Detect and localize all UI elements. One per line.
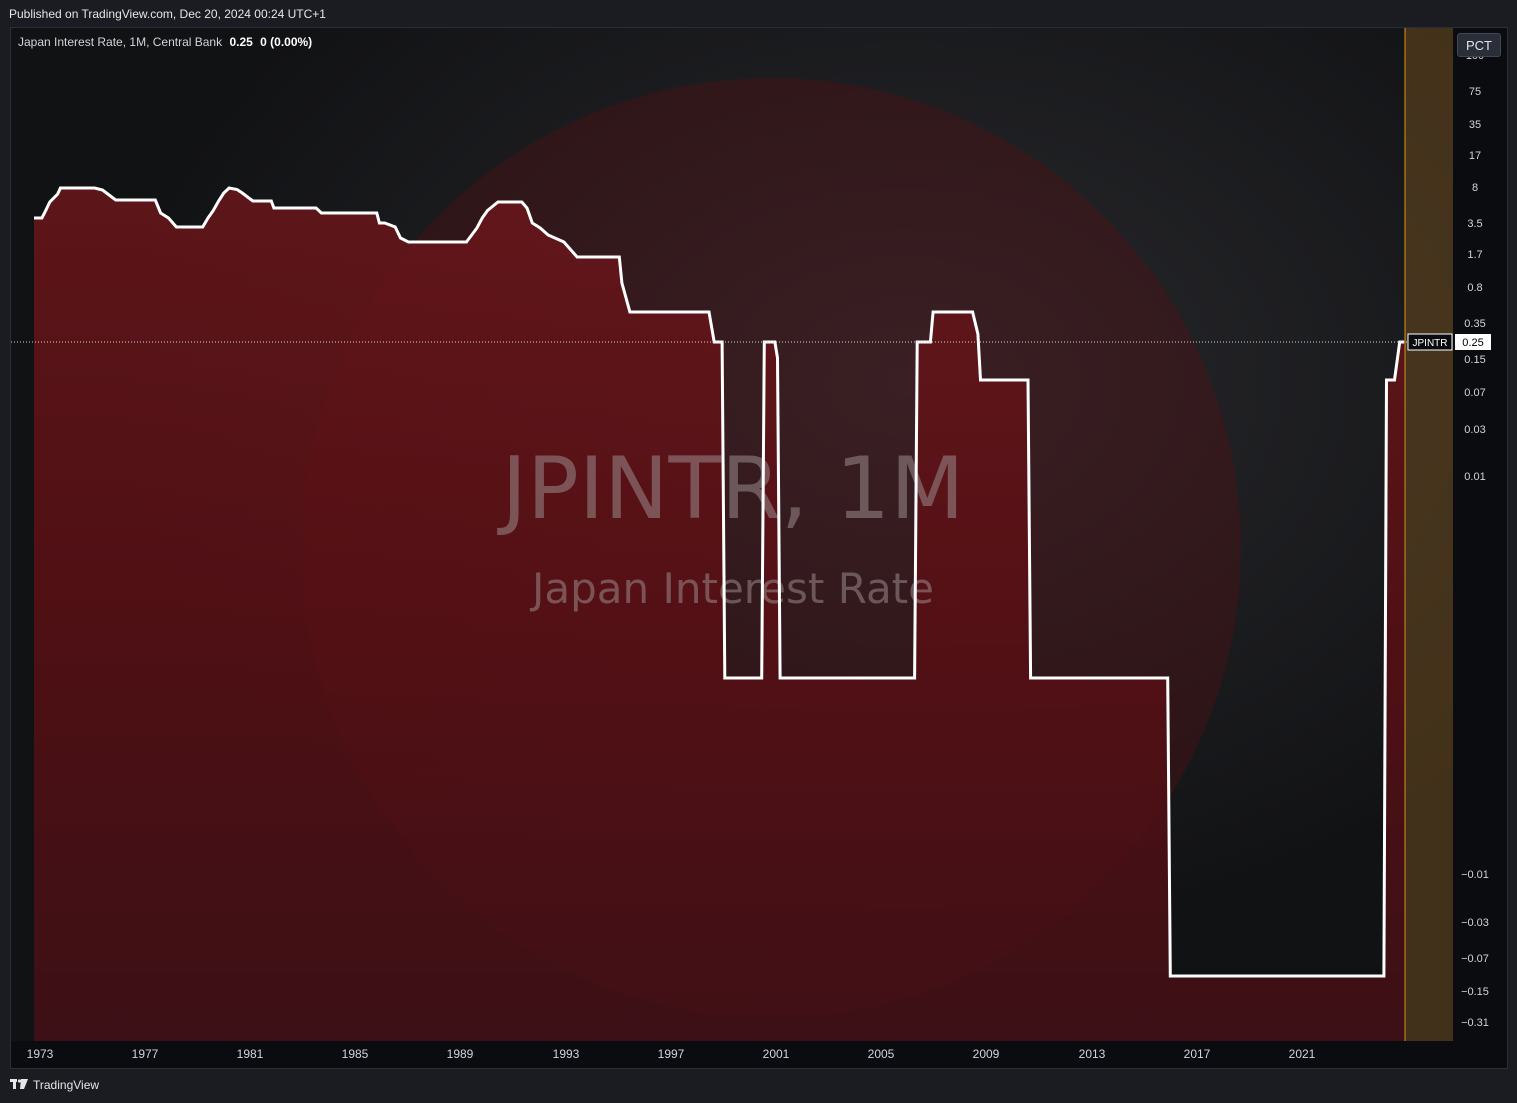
y-tick-label: 0.03 [1464,424,1485,436]
x-tick-label: 1985 [342,1047,369,1061]
x-tick-label: 1993 [553,1047,580,1061]
watermark-symbol: JPINTR, 1M [497,439,965,539]
y-tick-label: −0.31 [1461,1017,1489,1029]
series-line [34,186,1405,978]
price-tag-symbol: JPINTR [1413,338,1448,349]
price-tag-symbol-box [1407,333,1453,351]
tradingview-logo-icon [10,1078,28,1092]
x-tick-label: 2009 [973,1047,1000,1061]
chart-svg[interactable]: JPINTR, 1M Japan Interest Rate 100753517… [11,28,1507,1068]
y-tick-label: −0.03 [1461,917,1489,929]
y-tick-label: 75 [1469,86,1481,98]
legend-change: 0 (0.00%) [260,35,313,49]
price-tag-value: 0.25 [1462,337,1483,349]
x-tick-label: 1997 [658,1047,685,1061]
y-tick-label: 35 [1469,119,1481,131]
x-tick-label: 1977 [132,1047,159,1061]
time-axis-bg [11,1041,1507,1068]
series-area-fill [34,188,1405,1041]
x-tick-label: 2005 [868,1047,895,1061]
y-tick-label: −0.07 [1461,953,1489,965]
y-tick-label: −0.01 [1461,869,1489,881]
legend-symbol: Japan Interest Rate, 1M, Central Bank [18,35,223,49]
watermark-title: Japan Interest Rate [529,564,934,613]
y-tick-label: 1.7 [1467,249,1482,261]
x-tick-label: 2017 [1184,1047,1211,1061]
x-tick-label: 2013 [1079,1047,1106,1061]
footer-brand: TradingView [33,1078,100,1092]
x-tick-label: 1981 [237,1047,264,1061]
y-tick-label: 17 [1469,150,1481,162]
chart-legend: Japan Interest Rate, 1M, Central Bank 0.… [18,35,312,49]
x-tick-label: 1989 [447,1047,474,1061]
highlight-band [1405,28,1453,1041]
y-tick-label: 0.01 [1464,471,1485,483]
chart-frame[interactable]: JPINTR, 1M Japan Interest Rate 100753517… [10,27,1508,1069]
y-tick-label: 0.15 [1464,354,1485,366]
x-tick-label: 2001 [763,1047,790,1061]
price-axis-bg [1453,28,1507,1041]
footer: TradingView [10,1078,99,1092]
x-tick-label: 1973 [27,1047,54,1061]
legend-value: 0.25 [229,35,253,49]
y-tick-label: 8 [1472,182,1478,194]
price-tag-value-box [1455,334,1491,350]
y-tick-label: 0.35 [1464,318,1485,330]
x-tick-label: 2021 [1289,1047,1316,1061]
y-tick-label: 0.07 [1464,387,1485,399]
y-tick-label: 3.5 [1467,218,1482,230]
y-tick-label: 0.8 [1467,282,1482,294]
published-header: Published on TradingView.com, Dec 20, 20… [9,7,326,21]
pct-scale-button[interactable]: PCT [1457,33,1501,57]
y-tick-label: −0.15 [1461,986,1489,998]
